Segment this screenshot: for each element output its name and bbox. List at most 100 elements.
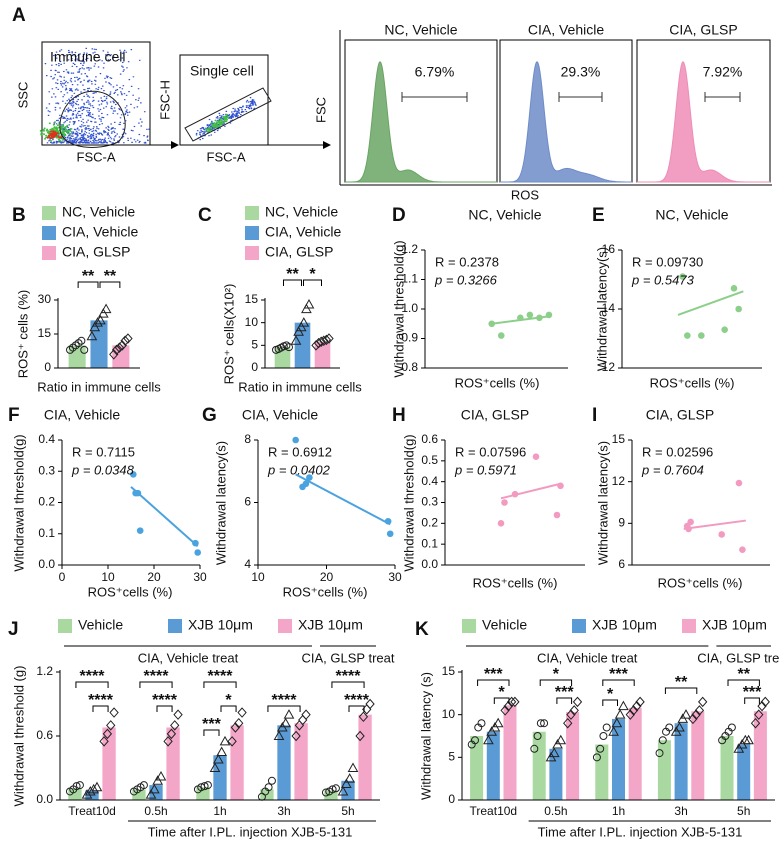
bar [166,727,180,800]
y-tick-label: 0.9 [401,331,418,345]
data-point [89,321,101,332]
data-point [130,471,137,478]
data-point [114,342,125,353]
data-point [264,783,273,792]
significance: ** [82,268,95,285]
data-point [470,736,479,745]
x-tick-label: 5h [737,804,750,818]
y-axis-label: Withdrawal latency(s) [594,247,609,371]
y-tick-label: 0.0 [36,792,53,806]
y-tick-label: 12 [602,360,616,374]
data-point [602,723,611,732]
data-point [292,436,299,444]
data-point [698,332,705,339]
y-tick-label: 0.2 [421,516,438,530]
chart-title: CIA, GLSP [646,407,714,423]
x-axis-label: ROS⁺cells (%) [455,375,540,390]
data-point [109,707,119,718]
significance-bracket [99,281,121,288]
gate-percent: 29.3% [561,64,601,80]
panel-letter: H [392,405,406,426]
hist-frame [499,39,633,183]
legend-label: CIA, Vehicle [62,224,138,240]
x-axis-label: Ratio in immune cells [37,379,161,394]
significance-bracket [539,679,573,686]
significance: * [499,684,506,701]
y-axis-label: Withdrawal latency(s) [213,441,228,565]
significance: ** [675,674,688,691]
data-point [301,303,312,314]
data-point [691,709,701,720]
x-tick-label: 0.5h [144,804,167,818]
y-axis-label: Withdrawal threshold (g) [11,666,26,807]
legend-label: XJB 10μm [592,617,657,633]
data-point [237,707,247,718]
significance: **** [272,692,298,709]
data-point [99,736,109,747]
data-point [97,308,109,318]
panel-letter: F [8,405,20,426]
legend-label: NC, Vehicle [62,204,135,220]
data-point [536,719,545,728]
data-point [293,326,304,336]
significance-bracket [331,681,365,688]
data-point [618,700,629,711]
y-tick-label: 0.6 [36,728,53,742]
y-tick-label: 0.1 [421,536,438,550]
x-tick-label: 0.5h [544,804,567,818]
y-tick-label: 0.2 [38,495,55,509]
legend-swatch [278,619,292,633]
significance: ** [104,268,117,285]
x-tick-label: 1h [213,804,226,818]
bar [358,714,372,800]
y-tick-label: 8 [244,432,251,446]
stat-annotation: R = 0.6912 [268,444,332,459]
data-point [306,474,313,481]
cell-dots [46,130,63,139]
x-tick-label: Treat10d [470,804,518,818]
bar [674,723,688,800]
gate [59,90,126,148]
group-header: CIA, Vehicle treat [138,650,239,665]
legend-label: NC, Vehicle [265,204,338,220]
stat-annotation: p = 0.5971 [454,462,517,477]
data-point [337,785,349,796]
data-point [319,335,329,347]
panel-letter: C [198,205,212,226]
data-point [95,314,106,325]
significance-bracket [139,681,173,688]
legend-swatch [42,246,56,260]
x-tick-label: 30 [193,570,207,584]
panel-letter: B [12,205,26,226]
data-point [611,717,623,728]
y-tick-label: 0 [251,360,258,374]
data-point [290,335,302,345]
data-point [173,709,183,720]
bar [549,748,563,800]
bar [90,320,108,368]
legend-swatch [42,226,56,240]
y-tick-label: 0.8 [401,360,418,374]
data-point [483,734,494,745]
bar [470,736,484,800]
significance-bracket [477,679,510,686]
data-point [72,782,81,791]
data-point [355,730,365,742]
data-point [743,734,754,745]
data-point [553,511,561,519]
fit-line [677,290,744,316]
significance-bracket [303,279,322,286]
significance-bracket [556,697,573,704]
x-tick-label: 10 [101,570,115,584]
gate-percent: 7.92% [703,64,743,80]
significance-bracket [77,281,99,288]
significance: *** [202,716,221,733]
stat-annotation: p = 0.5473 [631,272,695,287]
bar [628,707,642,800]
significance-bracket [602,699,618,706]
bar [595,744,609,800]
data-point [358,711,369,723]
y-tick-label: 5 [448,750,455,764]
x-tick-label: 1h [612,804,625,818]
